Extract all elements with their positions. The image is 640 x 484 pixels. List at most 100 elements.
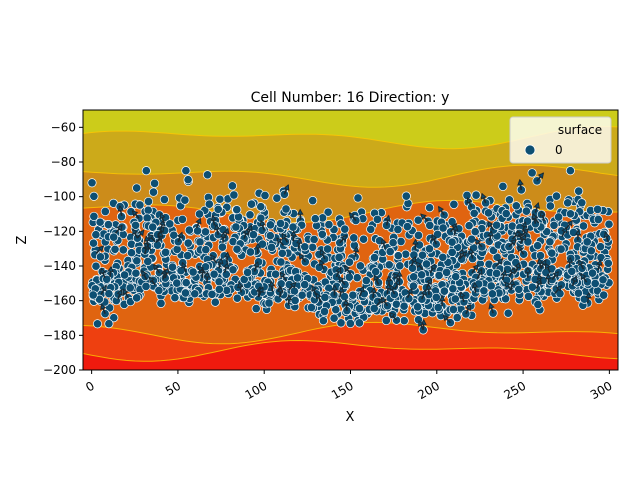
x-tick-label: 50 [163,379,183,399]
scatter-point [451,295,459,303]
scatter-point [325,220,333,228]
scatter-point [89,291,97,299]
scatter-point [133,294,141,302]
scatter-point [143,214,151,222]
scatter-point [426,221,434,229]
scatter-point [528,283,536,291]
scatter-point [591,279,599,287]
scatter-point [215,278,223,286]
scatter-point [533,242,541,250]
scatter-point [298,291,306,299]
scatter-point [318,230,326,238]
scatter-point [439,253,447,261]
scatter-point [149,223,157,231]
scatter-point [233,294,241,302]
scatter-point [181,196,189,204]
scatter-point [355,304,363,312]
scatter-point [249,230,257,238]
scatter-point [105,320,113,328]
scatter-point [210,270,218,278]
scatter-point [211,298,219,306]
scatter-point [252,304,260,312]
scatter-point [271,270,279,278]
scatter-point [319,317,327,325]
scatter-point [425,245,433,253]
scatter-point [133,184,141,192]
scatter-point [144,197,152,205]
scatter-point [579,222,587,230]
scatter-point [472,191,480,199]
chart-title: Cell Number: 16 Direction: y [251,90,450,106]
scatter-point [600,291,608,299]
scatter-point [345,258,353,266]
scatter-point [278,249,286,257]
scatter-point [289,223,297,231]
scatter-point [599,276,607,284]
scatter-point [308,243,316,251]
scatter-point [161,274,169,282]
scatter-point [160,195,168,203]
scatter-point [350,234,358,242]
scatter-point [282,205,290,213]
scatter-point [353,274,361,282]
scatter-point [389,239,397,247]
scatter-point [92,231,100,239]
scatter-point [307,303,315,311]
scatter-point [173,245,181,253]
scatter-point [449,285,457,293]
scatter-point [335,253,343,261]
scatter-point [452,273,460,281]
scatter-point [354,194,362,202]
x-tick-label: 200 [415,379,442,403]
scatter-point [425,204,433,212]
scatter-point [587,247,595,255]
scatter-point [182,167,190,175]
scatter-point [132,269,140,277]
scatter-point [546,202,554,210]
scatter-point [394,252,402,260]
scatter-point [291,296,299,304]
scatter-point [101,207,109,215]
scatter-point [440,287,448,295]
scatter-point [574,289,582,297]
x-tick-label: 100 [243,379,270,403]
scatter-point [396,262,404,270]
scatter-point [153,241,161,249]
scatter-point [435,271,443,279]
scatter-point [203,171,211,179]
scatter-point [372,268,380,276]
scatter-point [155,286,163,294]
legend: surface 0 [510,117,611,163]
scatter-point [359,235,367,243]
scatter-point [566,210,574,218]
scatter-point [554,213,562,221]
y-axis: −60−80−100−120−140−160−180−200 [43,120,83,377]
scatter-point [111,245,119,253]
scatter-point [233,206,241,214]
scatter-point [492,269,500,277]
scatter-point [311,215,319,223]
scatter-point [257,203,265,211]
scatter-point [309,196,317,204]
scatter-point [448,248,456,256]
scatter-point [136,201,144,209]
scatter-point [564,199,572,207]
scatter-point [492,221,500,229]
scatter-point [382,316,390,324]
scatter-point [505,196,513,204]
scatter-point [266,232,274,240]
scatter-point [196,238,204,246]
y-tick-label: −80 [51,155,76,169]
scatter-point [487,282,495,290]
scatter-point [189,268,197,276]
scatter-point [390,290,398,298]
legend-marker [525,145,535,155]
scatter-point [261,191,269,199]
scatter-point [548,249,556,257]
x-tick-label: 150 [329,379,356,403]
scatter-point [142,282,150,290]
scatter-point [404,199,412,207]
scatter-point [195,210,203,218]
scatter-point [604,259,612,267]
scatter-point [96,253,104,261]
